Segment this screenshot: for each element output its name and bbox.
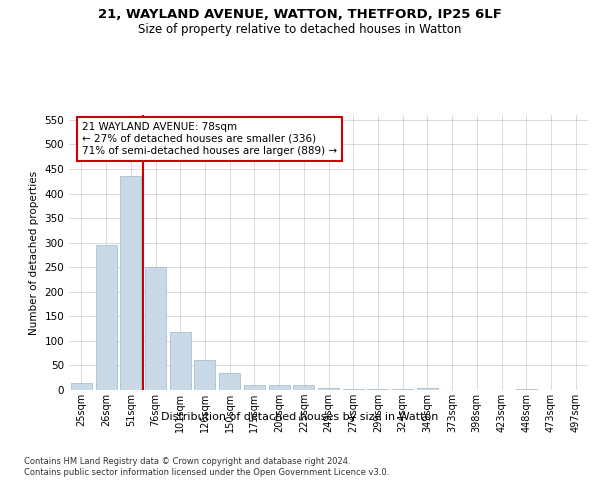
Y-axis label: Number of detached properties: Number of detached properties xyxy=(29,170,39,334)
Bar xyxy=(219,373,240,390)
Bar xyxy=(318,388,339,390)
Bar xyxy=(145,267,166,390)
Bar xyxy=(367,388,388,390)
Text: 21, WAYLAND AVENUE, WATTON, THETFORD, IP25 6LF: 21, WAYLAND AVENUE, WATTON, THETFORD, IP… xyxy=(98,8,502,20)
Bar xyxy=(95,245,116,390)
Text: 21 WAYLAND AVENUE: 78sqm
← 27% of detached houses are smaller (336)
71% of semi-: 21 WAYLAND AVENUE: 78sqm ← 27% of detach… xyxy=(82,122,337,156)
Bar xyxy=(194,360,215,390)
Bar xyxy=(120,176,141,390)
Text: Contains HM Land Registry data © Crown copyright and database right 2024.
Contai: Contains HM Land Registry data © Crown c… xyxy=(24,458,389,477)
Bar xyxy=(417,388,438,390)
Bar xyxy=(170,332,191,390)
Bar xyxy=(516,388,537,390)
Text: Distribution of detached houses by size in Watton: Distribution of detached houses by size … xyxy=(161,412,439,422)
Bar xyxy=(343,388,364,390)
Bar xyxy=(71,382,92,390)
Text: Size of property relative to detached houses in Watton: Size of property relative to detached ho… xyxy=(139,22,461,36)
Bar xyxy=(392,388,413,390)
Bar xyxy=(293,385,314,390)
Bar xyxy=(244,385,265,390)
Bar xyxy=(269,385,290,390)
